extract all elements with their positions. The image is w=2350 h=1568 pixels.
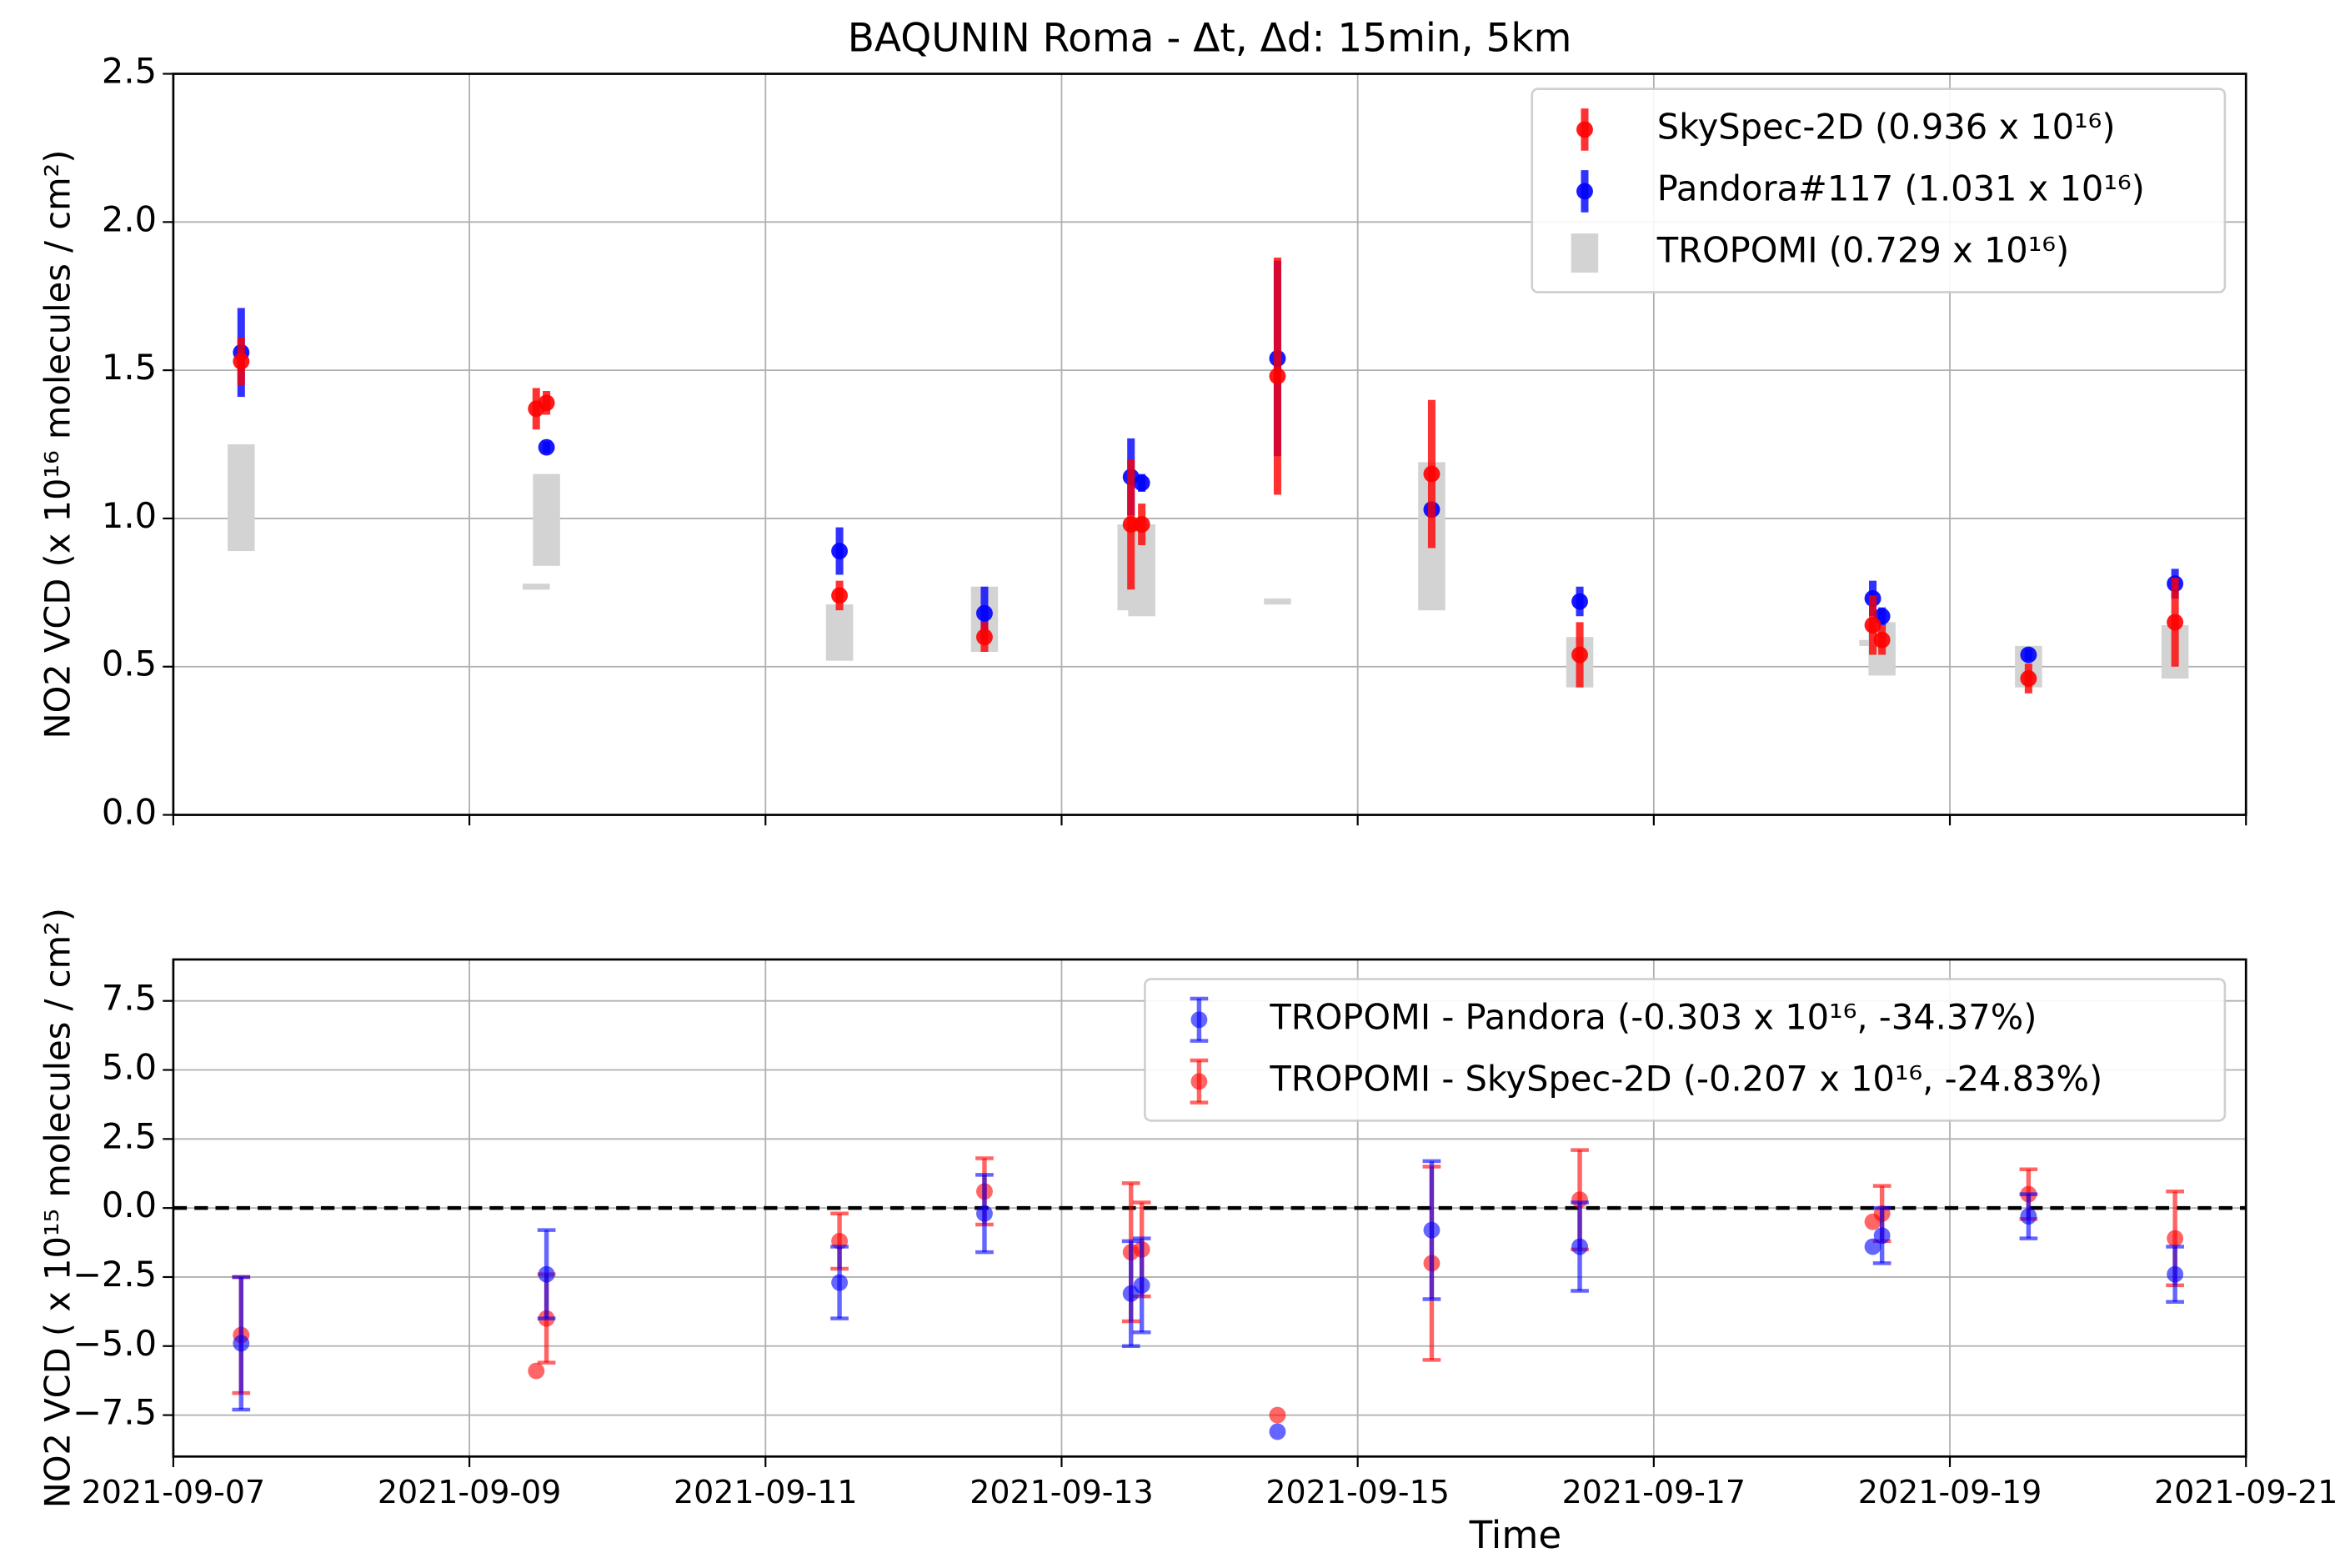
legend-box [1531, 88, 2227, 293]
plot-frame [172, 958, 2247, 1458]
y-tick-label: 0.0 [102, 792, 157, 833]
range-bar [522, 584, 550, 590]
y-tick-label: −5.0 [73, 1323, 157, 1364]
y-tick-label: 2.5 [102, 51, 157, 92]
point [1423, 1221, 1441, 1239]
y-tick-label: 1.5 [102, 347, 157, 388]
y-axis-label: NO2 VCD ( x 10¹⁵ molecules / cm²) [37, 908, 78, 1508]
legend-marker [1576, 121, 1593, 138]
x-tick-label: 2021-09-11 [674, 1474, 857, 1510]
y-tick-label: 7.5 [102, 978, 157, 1019]
point [538, 438, 555, 456]
point [2167, 1230, 2184, 1247]
y-tick-label: 2.5 [102, 1115, 157, 1156]
y-tick-label: 1.0 [102, 495, 157, 536]
y-tick-label: 0.5 [102, 644, 157, 684]
legend-label: TROPOMI - SkySpec-2D (-0.207 x 10¹⁶, -24… [1269, 1058, 2102, 1099]
point [1423, 465, 1441, 483]
x-tick-label: 2021-09-19 [1858, 1474, 2042, 1510]
point [1269, 1406, 1286, 1424]
point [1133, 474, 1150, 492]
point [831, 587, 849, 604]
point [1269, 368, 1286, 385]
y-axis-label: NO2 VCD (x 10¹⁶ molecules / cm²) [37, 150, 78, 739]
point [1864, 617, 1882, 634]
range-bar [533, 473, 560, 566]
y-tick-label: −7.5 [73, 1392, 157, 1433]
range-bar [228, 444, 255, 552]
point [1133, 516, 1150, 533]
point [1873, 1227, 1891, 1245]
point [976, 1205, 993, 1222]
y-tick-label: 5.0 [102, 1047, 157, 1088]
legend-marker [1576, 183, 1593, 200]
legend-label: TROPOMI - Pandora (-0.303 x 10¹⁶, -34.37… [1269, 996, 2037, 1037]
point [528, 1362, 545, 1380]
point [1571, 1238, 1588, 1255]
point [1269, 1423, 1286, 1440]
point [1864, 1238, 1882, 1255]
legend-marker [1190, 1073, 1208, 1090]
legend-marker [1190, 1011, 1208, 1029]
point [2167, 1265, 2184, 1283]
y-tick-label: 2.0 [102, 198, 157, 239]
point [538, 1265, 555, 1283]
point [1571, 646, 1588, 664]
x-tick-label: 2021-09-17 [1562, 1474, 1746, 1510]
point [233, 353, 250, 370]
x-tick-label: 2021-09-13 [970, 1474, 1153, 1510]
point [831, 1274, 849, 1291]
legend-label: TROPOMI (0.729 x 10¹⁶) [1656, 230, 2070, 271]
x-tick-label: 2021-09-09 [378, 1474, 561, 1510]
point [2020, 646, 2037, 664]
point [1873, 631, 1891, 649]
point [233, 1335, 250, 1352]
point [2020, 670, 2037, 687]
x-tick-label: 2021-09-07 [82, 1474, 265, 1510]
point [831, 543, 849, 559]
x-axis-label: Time [1469, 1513, 1562, 1557]
point [2167, 614, 2184, 631]
point [1133, 1276, 1150, 1294]
x-tick-label: 2021-09-21 [2154, 1474, 2337, 1510]
range-bar [1264, 598, 1291, 605]
legend-swatch [1571, 233, 1599, 273]
point [976, 629, 993, 646]
x-tick-label: 2021-09-15 [1265, 1474, 1449, 1510]
point [976, 604, 993, 622]
plot-frame [172, 73, 2247, 816]
point [1571, 593, 1588, 610]
point [538, 394, 555, 412]
y-tick-label: 0.0 [102, 1185, 157, 1225]
legend-label: SkySpec-2D (0.936 x 10¹⁶) [1657, 106, 2116, 147]
legend-box [1144, 978, 2227, 1122]
legend-label: Pandora#117 (1.031 x 10¹⁶) [1657, 168, 2145, 208]
y-tick-label: −2.5 [73, 1254, 157, 1295]
range-bar [825, 604, 854, 661]
chart-title: BAQUNIN Roma - Δt, Δd: 15min, 5km [848, 15, 1572, 61]
point [2020, 1208, 2037, 1225]
